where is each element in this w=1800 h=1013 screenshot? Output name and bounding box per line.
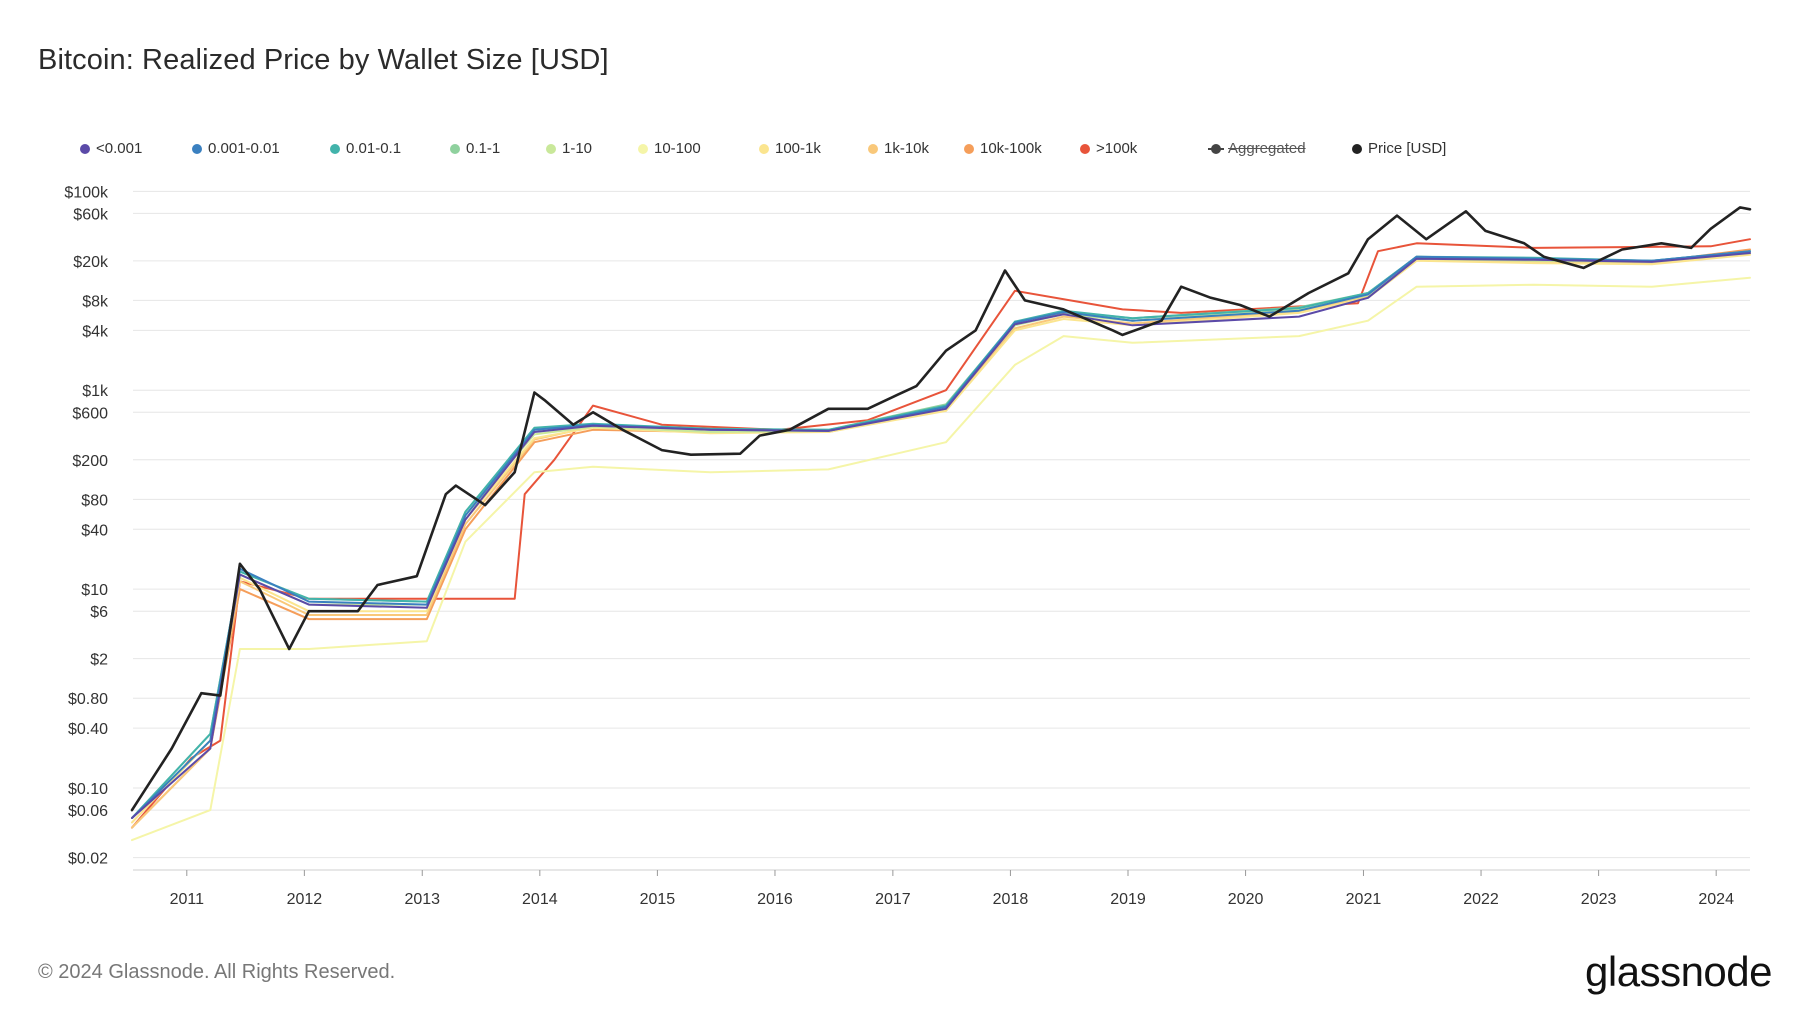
y-tick-label: $0.10: [68, 781, 108, 798]
series-line: [131, 250, 1751, 819]
dot-icon: [964, 143, 974, 154]
legend-item[interactable]: 10k-100k: [964, 140, 1042, 157]
legend-label: <0.001: [96, 140, 143, 157]
dot-icon: [546, 143, 556, 154]
series-line: [130, 206, 1752, 812]
series-line: [131, 248, 1751, 829]
legend-label: 10-100: [654, 140, 701, 157]
dot-icon: [638, 143, 648, 154]
line-dot-icon: [1208, 143, 1224, 154]
y-tick-label: $2: [90, 652, 108, 669]
series-line: [131, 253, 1751, 824]
x-tick-label: 2013: [404, 891, 440, 908]
legend-item[interactable]: 0.001-0.01: [192, 140, 280, 157]
y-tick-label: $8k: [82, 293, 109, 310]
series-line: [131, 252, 1751, 819]
y-tick-label: $1k: [82, 383, 109, 400]
y-tick-label: $0.40: [68, 721, 108, 738]
legend-label: >100k: [1096, 140, 1138, 157]
legend-label: 0.001-0.01: [208, 140, 280, 157]
x-tick-label: 2012: [287, 891, 323, 908]
legend-label: 0.01-0.1: [346, 140, 402, 157]
y-axis: $0.02 $0.06 $0.10 $0.40 $0.80 $2 $6 $10 $40 $80 $2…: [64, 184, 109, 867]
legend-label: Aggregated: [1228, 140, 1306, 157]
legend-label: 100-1k: [775, 140, 821, 157]
dot-icon: [1080, 143, 1090, 154]
legend-item[interactable]: 0.1-1: [450, 140, 500, 157]
chart-legend: <0.001 0.001-0.01 0.01-0.1 0.1-1 1-10 10-100 1…: [80, 140, 1580, 160]
legend-label: Price [USD]: [1368, 140, 1447, 157]
y-tick-label: $600: [72, 405, 108, 422]
x-tick-label: 2024: [1698, 891, 1734, 908]
dot-icon: [80, 143, 90, 154]
x-tick-label: 2016: [757, 891, 793, 908]
y-tick-label: $0.06: [68, 803, 108, 820]
x-tick-label: 2015: [640, 891, 676, 908]
legend-item[interactable]: 1k-10k: [868, 140, 929, 157]
series-line: [131, 252, 1751, 829]
x-axis: 2011 2012 2013 2014 2015 2016 2017 2018 2019 2020…: [170, 870, 1734, 908]
legend-item[interactable]: Price [USD]: [1352, 140, 1446, 157]
y-tick-label: $6: [90, 604, 108, 621]
series-line: [131, 252, 1751, 819]
grid-lines: [133, 190, 1750, 871]
chart-title: Bitcoin: Realized Price by Wallet Size […: [38, 44, 609, 76]
y-tick-label: $40: [81, 522, 108, 539]
x-tick-label: 2021: [1346, 891, 1382, 908]
x-tick-label: 2017: [875, 891, 911, 908]
x-tick-label: 2022: [1463, 891, 1499, 908]
dot-icon: [868, 143, 878, 154]
legend-label: 1-10: [562, 140, 593, 157]
y-tick-label: $20k: [73, 254, 109, 271]
y-tick-label: $60k: [73, 206, 109, 223]
legend-item[interactable]: 10-100: [638, 140, 701, 157]
legend-label: 1k-10k: [884, 140, 930, 157]
legend-label: 10k-100k: [980, 140, 1042, 157]
dot-icon: [192, 143, 202, 154]
series-line: [131, 250, 1751, 819]
legend-item[interactable]: >100k: [1080, 140, 1137, 157]
legend-item[interactable]: Aggregated: [1208, 140, 1306, 157]
y-tick-label: $0.80: [68, 691, 108, 708]
dot-icon: [450, 143, 460, 154]
x-tick-label: 2023: [1581, 891, 1617, 908]
y-tick-label: $10: [81, 582, 108, 599]
x-tick-label: 2018: [993, 891, 1029, 908]
series-lines: [130, 206, 1752, 842]
y-tick-label: $200: [72, 453, 108, 470]
y-tick-label: $0.02: [68, 851, 108, 868]
dot-icon: [759, 143, 769, 154]
legend-item[interactable]: 0.01-0.1: [330, 140, 401, 157]
glassnode-logo: glassnode: [1585, 948, 1772, 995]
x-tick-label: 2020: [1228, 891, 1264, 908]
dot-icon: [1352, 143, 1362, 154]
legend-label: 0.1-1: [466, 140, 501, 157]
dot-icon: [330, 143, 340, 154]
series-line: [131, 238, 1751, 829]
series-line: [131, 276, 1751, 842]
y-tick-label: $100k: [64, 184, 109, 201]
copyright-text: © 2024 Glassnode. All Rights Reserved.: [38, 961, 396, 983]
series-line: [131, 250, 1751, 819]
x-tick-label: 2014: [522, 891, 558, 908]
y-tick-label: $80: [81, 492, 108, 509]
legend-item[interactable]: 100-1k: [759, 140, 821, 157]
legend-item[interactable]: <0.001: [80, 140, 142, 157]
x-tick-label: 2019: [1110, 891, 1146, 908]
y-tick-label: $4k: [82, 323, 109, 340]
legend-item[interactable]: 1-10: [546, 140, 592, 157]
x-tick-label: 2011: [170, 891, 205, 908]
